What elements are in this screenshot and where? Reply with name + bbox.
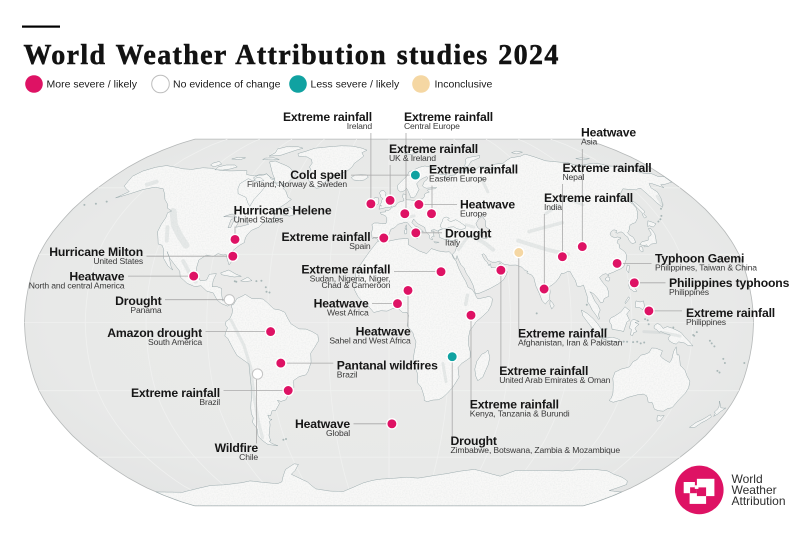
svg-text:Global: Global	[326, 428, 350, 438]
svg-text:Heatwave: Heatwave	[295, 417, 350, 431]
svg-text:Heatwave: Heatwave	[69, 270, 124, 284]
svg-text:Heatwave: Heatwave	[581, 126, 636, 140]
svg-text:United Arab Emirates & Oman: United Arab Emirates & Oman	[499, 375, 610, 385]
svg-text:Extreme rainfall: Extreme rainfall	[544, 191, 633, 205]
svg-text:Drought: Drought	[115, 294, 161, 308]
svg-text:Amazon drought: Amazon drought	[107, 326, 202, 340]
svg-text:Extreme rainfall: Extreme rainfall	[518, 327, 607, 341]
svg-text:Chad & Cameroon: Chad & Cameroon	[321, 280, 390, 290]
svg-text:Extreme rainfall: Extreme rainfall	[429, 163, 518, 177]
svg-text:Heatwave: Heatwave	[356, 325, 411, 339]
svg-text:United States: United States	[234, 215, 284, 225]
svg-text:Pantanal wildfires: Pantanal wildfires	[337, 359, 438, 373]
svg-text:No evidence of change: No evidence of change	[173, 79, 281, 91]
svg-text:Spain: Spain	[349, 241, 371, 251]
svg-text:Philippines: Philippines	[669, 287, 709, 297]
svg-text:Sahel and West Africa: Sahel and West Africa	[329, 336, 411, 346]
svg-text:Afghanistan, Iran & Pakistan: Afghanistan, Iran & Pakistan	[518, 338, 623, 348]
svg-text:Heatwave: Heatwave	[460, 198, 515, 212]
svg-text:Extreme rainfall: Extreme rainfall	[686, 306, 775, 320]
svg-text:Philippines typhoons: Philippines typhoons	[669, 276, 790, 290]
svg-text:Philippines, Taiwan & China: Philippines, Taiwan & China	[655, 263, 757, 273]
svg-text:Typhoon Gaemi: Typhoon Gaemi	[655, 252, 744, 266]
svg-text:Extreme rainfall: Extreme rainfall	[404, 110, 493, 124]
svg-text:Zimbabwe, Botswana, Zambia & M: Zimbabwe, Botswana, Zambia & Mozambique	[451, 445, 621, 455]
svg-text:Panama: Panama	[130, 305, 161, 315]
svg-text:South America: South America	[148, 337, 202, 347]
svg-text:Central Europe: Central Europe	[404, 121, 460, 131]
svg-text:Brazil: Brazil	[199, 397, 220, 407]
svg-text:Italy: Italy	[445, 238, 461, 248]
svg-text:Inconclusive: Inconclusive	[435, 79, 493, 91]
svg-text:World: World	[732, 472, 763, 486]
svg-text:Asia: Asia	[581, 137, 597, 147]
svg-text:Weather: Weather	[732, 483, 777, 497]
svg-text:Philippines: Philippines	[686, 317, 726, 327]
svg-text:Extreme rainfall: Extreme rainfall	[131, 386, 220, 400]
svg-text:Cold spell: Cold spell	[290, 168, 347, 182]
svg-text:Nepal: Nepal	[563, 172, 585, 182]
svg-text:Hurricane Milton: Hurricane Milton	[49, 245, 143, 259]
svg-text:Brazil: Brazil	[337, 370, 358, 380]
svg-text:Wildfire: Wildfire	[215, 441, 259, 455]
svg-text:Hurricane Helene: Hurricane Helene	[234, 204, 332, 218]
svg-text:Extreme rainfall: Extreme rainfall	[389, 142, 478, 156]
svg-text:West Africa: West Africa	[327, 308, 369, 318]
svg-text:Drought: Drought	[451, 434, 497, 448]
svg-text:Sudan, Nigeria, Niger,: Sudan, Nigeria, Niger,	[310, 273, 391, 283]
svg-text:Eastern Europe: Eastern Europe	[429, 174, 487, 184]
svg-text:Attribution: Attribution	[732, 494, 786, 508]
svg-text:Less severe / likely: Less severe / likely	[311, 79, 400, 91]
svg-text:Extreme rainfall: Extreme rainfall	[470, 398, 559, 412]
svg-text:Heatwave: Heatwave	[314, 297, 369, 311]
svg-text:Finland, Norway & Sweden: Finland, Norway & Sweden	[247, 179, 347, 189]
svg-text:Extreme rainfall: Extreme rainfall	[301, 262, 390, 276]
svg-text:Extreme rainfall: Extreme rainfall	[499, 364, 588, 378]
svg-text:World Weather Attribution stud: World Weather Attribution studies 2024	[24, 40, 560, 71]
svg-text:Drought: Drought	[445, 227, 491, 241]
svg-text:United States: United States	[93, 256, 143, 266]
svg-text:Europe: Europe	[460, 209, 487, 219]
svg-text:UK & Ireland: UK & Ireland	[389, 153, 436, 163]
svg-text:Extreme rainfall: Extreme rainfall	[281, 230, 370, 244]
svg-text:Kenya, Tanzania & Burundi: Kenya, Tanzania & Burundi	[470, 409, 570, 419]
svg-text:Chile: Chile	[239, 452, 258, 462]
svg-text:Ireland: Ireland	[347, 121, 373, 131]
svg-text:Extreme rainfall: Extreme rainfall	[563, 161, 652, 175]
svg-text:North and central America: North and central America	[29, 281, 125, 291]
svg-text:More severe / likely: More severe / likely	[47, 79, 138, 91]
svg-text:India: India	[544, 202, 562, 212]
svg-text:Extreme rainfall: Extreme rainfall	[283, 110, 372, 124]
